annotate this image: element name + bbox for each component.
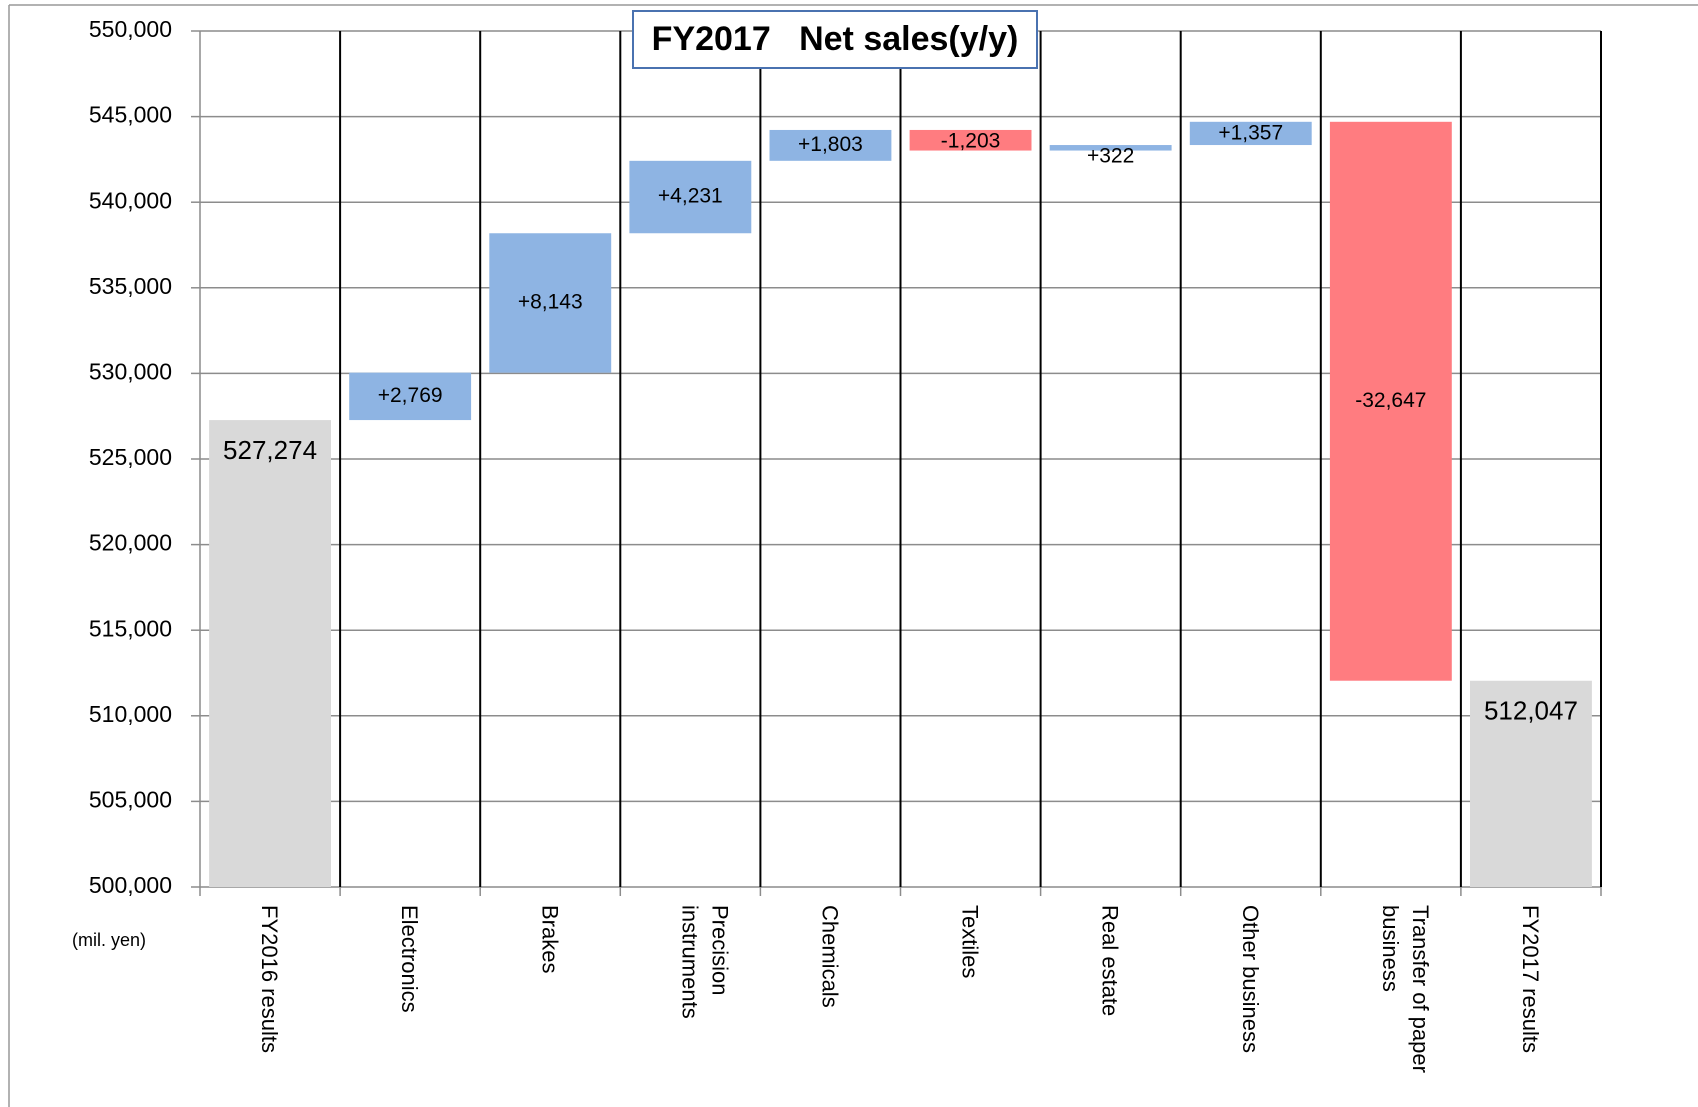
y-tick-label: 550,000 — [89, 16, 172, 42]
value-label: -1,203 — [941, 130, 1001, 153]
bar — [209, 420, 331, 887]
value-label: +8,143 — [518, 291, 583, 314]
value-label: +1,357 — [1218, 121, 1283, 144]
value-label: +322 — [1087, 145, 1134, 168]
x-tick-label: FY2016 results — [257, 905, 283, 1053]
x-tick-label: Precision instruments — [677, 905, 733, 1019]
y-tick-label: 500,000 — [89, 872, 172, 898]
bar — [1189, 121, 1312, 146]
y-tick-label: 515,000 — [89, 615, 172, 641]
bar — [909, 129, 1032, 151]
y-tick-label: 545,000 — [89, 102, 172, 128]
bar — [349, 372, 472, 421]
bar — [1470, 680, 1592, 887]
y-tick-label: 540,000 — [89, 187, 172, 213]
value-label: -32,647 — [1355, 389, 1426, 412]
value-label: 527,274 — [223, 435, 317, 465]
x-tick-label: Real estate — [1097, 905, 1123, 1017]
y-tick-label: 520,000 — [89, 530, 172, 556]
bar — [1049, 145, 1172, 151]
bar — [629, 160, 752, 234]
chart-title: FY2017 Net sales(y/y) — [632, 10, 1038, 69]
y-tick-label: 530,000 — [89, 358, 172, 384]
x-tick-label: Other business — [1237, 905, 1263, 1053]
y-tick-label: 525,000 — [89, 444, 172, 470]
x-tick-label: Brakes — [537, 905, 563, 974]
value-label: +4,231 — [658, 185, 723, 208]
bar — [1329, 121, 1452, 681]
x-tick-label: Electronics — [397, 905, 423, 1013]
x-tick-label: FY2017 results — [1517, 905, 1543, 1053]
y-tick-label: 505,000 — [89, 786, 172, 812]
value-label: 512,047 — [1484, 696, 1578, 726]
value-label: +1,803 — [798, 133, 863, 156]
x-tick-label: Textiles — [957, 905, 983, 979]
y-tick-label: 510,000 — [89, 701, 172, 727]
x-tick-label: Transfer of paper business — [1377, 905, 1433, 1073]
x-tick-label: Chemicals — [817, 905, 843, 1008]
bar — [489, 233, 612, 373]
bar — [769, 129, 892, 161]
y-tick-label: 535,000 — [89, 273, 172, 299]
value-label: +2,769 — [378, 384, 443, 407]
unit-annotation: (mil. yen) — [72, 930, 147, 950]
